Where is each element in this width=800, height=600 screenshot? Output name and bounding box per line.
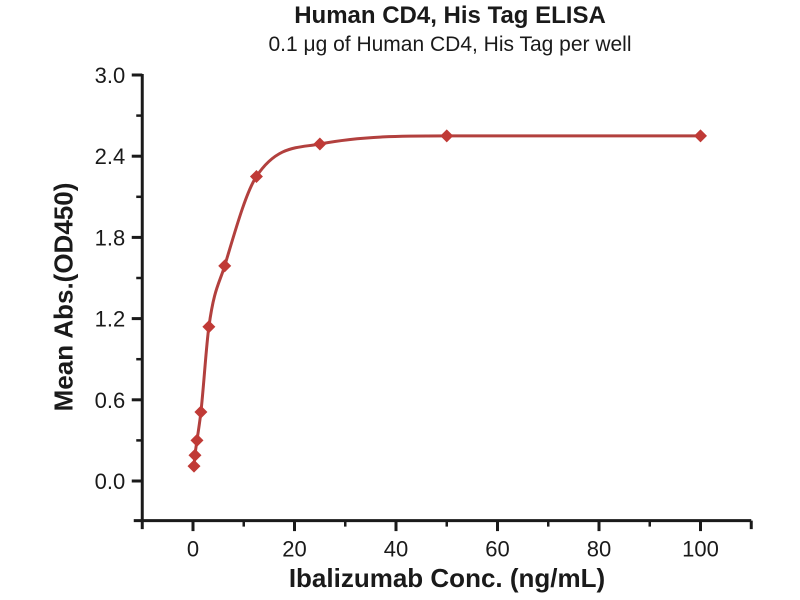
x-axis-title: Ibalizumab Conc. (ng/mL)	[288, 563, 606, 593]
chart-subtitle: 0.1 μg of Human CD4, His Tag per well	[268, 33, 632, 56]
y-tick-label: 3.0	[95, 63, 126, 88]
fit-curve	[192, 134, 702, 468]
chart-title: Human CD4, His Tag ELISA	[294, 2, 606, 29]
x-tick-label: 40	[384, 537, 408, 562]
x-tick-label: 60	[485, 537, 509, 562]
y-tick-label: 0.6	[95, 388, 126, 413]
data-point-marker	[249, 170, 263, 184]
data-point-marker	[190, 433, 204, 447]
data-point-marker	[194, 405, 208, 419]
y-tick-label: 2.4	[95, 144, 126, 169]
data-point-marker	[218, 259, 232, 273]
data-point-marker	[188, 448, 202, 462]
y-tick-label: 1.2	[95, 307, 126, 332]
y-tick-label: 0.0	[95, 469, 126, 494]
x-tick-label: 80	[587, 537, 611, 562]
y-tick-label: 1.8	[95, 225, 126, 250]
data-point-marker	[202, 320, 216, 334]
x-tick-label: 20	[282, 537, 306, 562]
data-point-marker	[694, 129, 707, 143]
x-tick-label: 0	[187, 537, 199, 562]
axis-end-ticks	[133, 519, 753, 530]
data-point-marker	[313, 137, 327, 151]
x-tick-label: 100	[682, 537, 719, 562]
data-point-marker	[440, 129, 454, 143]
data-point-marker	[187, 459, 201, 473]
